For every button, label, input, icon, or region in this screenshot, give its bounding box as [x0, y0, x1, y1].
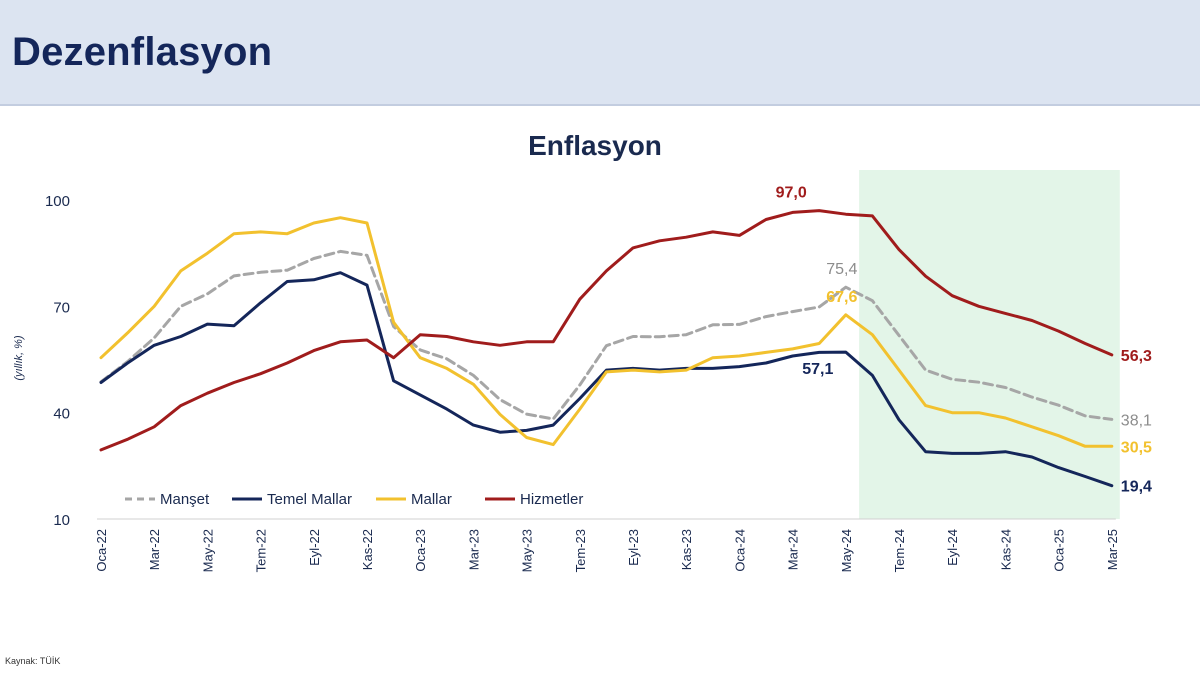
legend-label: Manşet [160, 491, 210, 508]
header-bar: Dezenflasyon [0, 0, 1200, 106]
data-label: 19,4 [1121, 479, 1152, 496]
x-tick-label: Mar-22 [147, 529, 162, 570]
x-tick-label: Oca-23 [413, 529, 428, 572]
x-tick-label: May-23 [520, 529, 535, 572]
series-line-mallar [99, 216, 1114, 448]
x-tick-label: Mar-24 [786, 529, 801, 570]
x-tick-label: Kas-23 [679, 529, 694, 570]
page-title: Dezenflasyon [12, 30, 273, 74]
chart-title: Enflasyon [528, 130, 662, 161]
x-tick-label: Eyl-24 [945, 529, 960, 566]
legend-label: Mallar [411, 491, 452, 508]
data-label: 67,6 [826, 289, 857, 306]
y-tick-label: 100 [45, 193, 70, 210]
x-tick-label: Mar-23 [466, 529, 481, 570]
x-tick-label: Tem-22 [254, 529, 269, 572]
source-note: Kaynak: TÜİK [5, 656, 61, 666]
x-tick-label: Tem-23 [573, 529, 588, 572]
y-tick-label: 70 [53, 299, 70, 316]
x-tick-label: May-24 [839, 529, 854, 572]
x-tick-label: Oca-22 [94, 529, 109, 572]
legend-label: Temel Mallar [267, 491, 352, 508]
series-line-hizmetler [99, 209, 1114, 452]
legend-label: Hizmetler [520, 491, 583, 508]
data-label: 75,4 [826, 261, 857, 278]
x-tick-label: Eyl-22 [307, 529, 322, 566]
series-line-manşet [99, 249, 1114, 421]
data-label: 97,0 [776, 185, 807, 202]
shaded-period [859, 170, 1120, 519]
x-tick-label: Tem-24 [892, 529, 907, 572]
x-tick-label: May-22 [200, 529, 215, 572]
x-tick-label: Eyl-23 [626, 529, 641, 566]
data-label: 38,1 [1121, 412, 1152, 429]
y-axis-label: (yıllık, %) [13, 335, 25, 381]
y-tick-label: 10 [53, 512, 70, 529]
series-line-temel-mallar [99, 271, 1114, 488]
x-tick-label: Kas-22 [360, 529, 375, 570]
data-label: 56,3 [1121, 348, 1152, 365]
x-tick-label: Oca-25 [1052, 529, 1067, 572]
data-label: 30,5 [1121, 439, 1152, 456]
x-tick-label: Kas-24 [998, 529, 1013, 570]
data-label: 57,1 [802, 361, 833, 378]
x-tick-label: Oca-24 [732, 529, 747, 572]
y-tick-label: 40 [53, 406, 70, 423]
x-tick-label: Mar-25 [1105, 529, 1120, 570]
